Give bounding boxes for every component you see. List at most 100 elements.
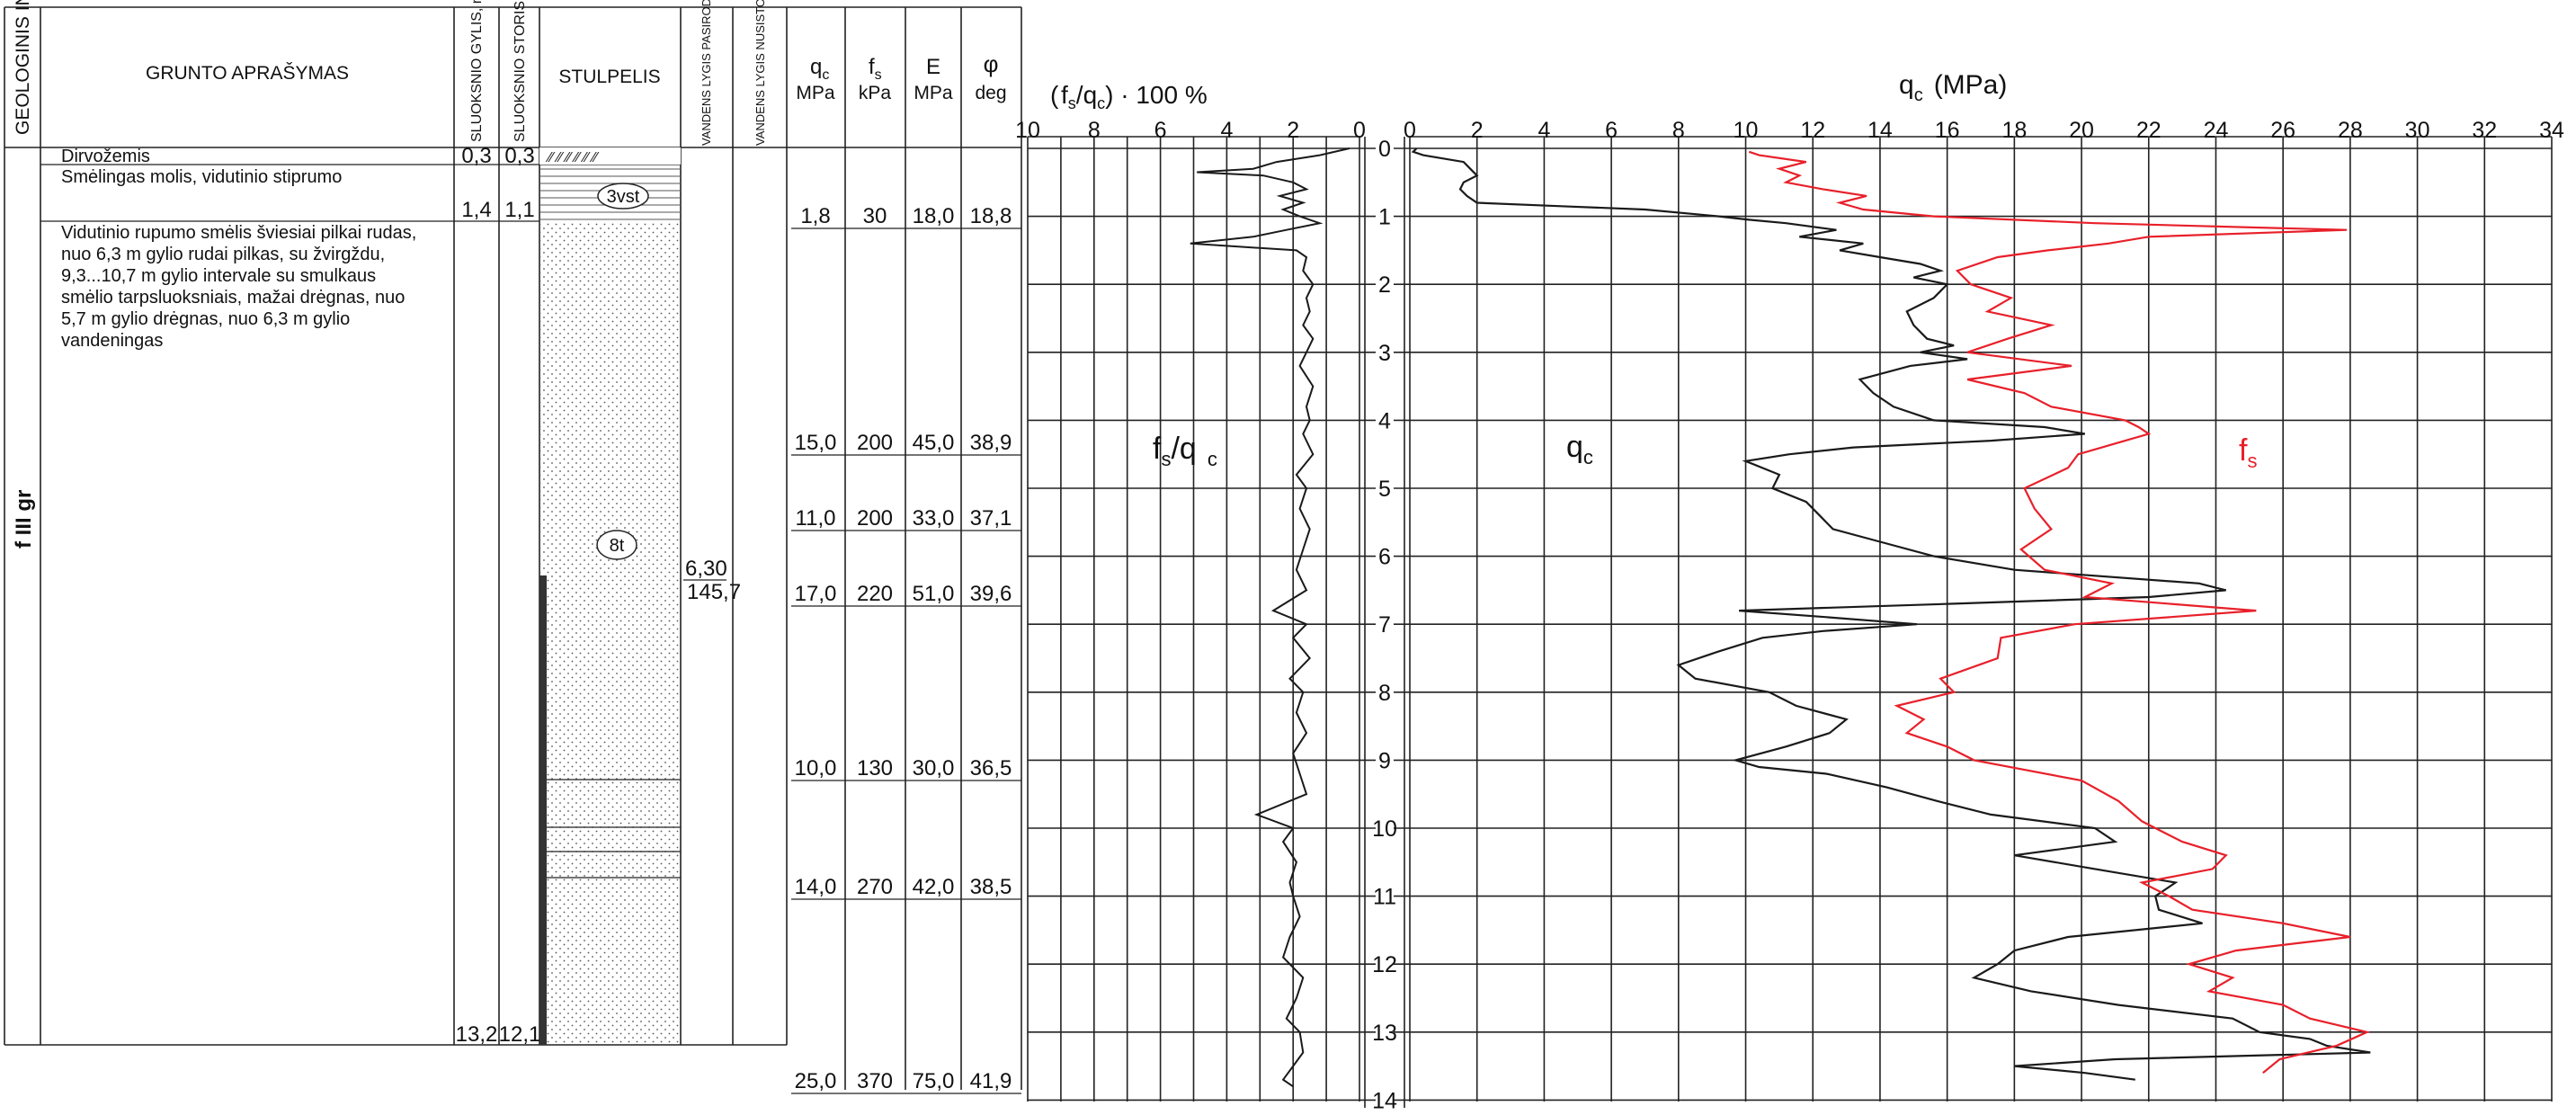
header-sluoksnio-gylis: SLUOKSNIO GYLIS, m (469, 0, 485, 142)
qc-x-tick-18: 18 (2001, 118, 2027, 143)
qc-x-tick-20: 20 (2069, 118, 2094, 143)
layer-2-thickness: 1,1 (504, 198, 534, 222)
layer-2-depth: 1,4 (461, 198, 491, 222)
header-vandens-lygis-nusistojo: VANDENS LYGIS NUSISTOJO,m (753, 0, 767, 146)
layer-3-depth: 13,2 (456, 1022, 498, 1047)
param-fs-6: 270 (857, 875, 893, 899)
qc-series-line (1411, 147, 2371, 1081)
param-qc-3: 11,0 (796, 506, 836, 531)
layer-2-description-line: Smėlingas molis, vidutinio stiprumo (61, 167, 342, 187)
cone-resistance-chart: 0 2 4 6 8 10 12 14 16 18 20 22 24 26 28 30 32 34 qc (MPa) … (1404, 70, 2564, 1102)
depth-tick-7: 7 (1378, 612, 1391, 638)
depth-tick-12: 12 (1372, 952, 1397, 977)
param-e-6: 42,0 (913, 875, 955, 899)
layer-3-description-line: Vidutinio rupumo smėlis šviesiai pilkai … (61, 223, 416, 243)
water-saturated-bar (539, 575, 547, 1045)
layer-depths: 0,3 0,3 1,4 1,1 13,2 12,1 (456, 144, 541, 1047)
friction-ratio-title: fs/qc) · 100 % (1061, 81, 1208, 112)
depth-tick-5: 5 (1378, 477, 1391, 502)
cone-resistance-grid (1409, 136, 2553, 1102)
layer-3-description-line: 5,7 m gylio drėgnas, nuo 6,3 m gylio (61, 309, 350, 329)
header-vandens-lygis-pasirode: VANDENS LYGIS PASIRODĖ, m (700, 0, 713, 146)
qc-x-tick-4: 4 (1538, 118, 1550, 143)
layer-3-description-line: nuo 6,3 m gylio rudai pilkas, su žvirgžd… (61, 245, 385, 264)
param-qc-4: 17,0 (795, 582, 837, 606)
depth-tick-9: 9 (1378, 748, 1391, 773)
depth-tick-14: 14 (1372, 1088, 1397, 1113)
param-phi-4: 39,6 (970, 582, 1012, 606)
column-label-3vst-badge (597, 183, 649, 210)
param-e-1: 18,0 (913, 204, 955, 228)
layer-3-thickness: 12,1 (499, 1022, 541, 1047)
qc-x-tick-34: 34 (2539, 118, 2564, 143)
qc-x-tick-16: 16 (1935, 118, 1960, 143)
depth-tick-11: 11 (1373, 885, 1396, 910)
qc-x-tick-6: 6 (1605, 118, 1618, 143)
param-fs-3: 200 (857, 506, 893, 531)
friction-ratio-title-paren: ( (1050, 81, 1059, 109)
geological-index: f III gr (12, 490, 36, 549)
header-sluoksnio-storis: SLUOKSNIO STORIS, m (513, 0, 528, 142)
param-phi-2: 38,9 (970, 431, 1012, 455)
sand-layer (539, 221, 681, 1045)
friction-ratio-series-line (1190, 147, 1350, 1088)
ratio-x-tick-4: 4 (1220, 118, 1233, 143)
qc-x-tick-8: 8 (1672, 118, 1685, 143)
column-label-3vst: 3vst (607, 187, 640, 207)
header-e-unit: MPa (914, 83, 953, 103)
layer-3-description-line: smėlio tarpsluoksniais, mažai drėgnas, n… (61, 288, 405, 308)
depth-tick-10: 10 (1372, 816, 1397, 842)
param-phi-6: 38,5 (970, 875, 1012, 899)
header-phi-unit: deg (975, 83, 1006, 103)
ratio-x-tick-10: 10 (1015, 118, 1040, 143)
param-fs-4: 220 (857, 582, 893, 606)
param-fs-1: 30 (863, 204, 887, 228)
cone-resistance-title: qc (MPa) (1899, 70, 2007, 105)
water-level-appeared: 6,30 (685, 557, 727, 581)
header-grunto-aprasymas: GRUNTO APRAŠYMAS (146, 63, 349, 84)
ratio-x-tick-8: 8 (1088, 118, 1101, 143)
param-phi-7: 41,9 (970, 1069, 1012, 1093)
fs-curve-label: fs (2239, 433, 2257, 472)
depth-tick-6: 6 (1378, 545, 1391, 570)
param-fs-2: 200 (857, 431, 893, 455)
param-qc-7: 25,0 (795, 1069, 837, 1093)
qc-x-tick-32: 32 (2472, 118, 2497, 143)
topsoil-layer (539, 147, 681, 165)
header-fs-unit: kPa (859, 83, 892, 103)
header-phi-symbol: φ (984, 50, 999, 77)
param-fs-5: 130 (857, 756, 893, 780)
param-phi-3: 37,1 (970, 506, 1012, 531)
param-qc-1: 1,8 (800, 204, 830, 228)
ratio-x-tick-2: 2 (1287, 118, 1299, 143)
layer-3-description-line: 9,3...10,7 m gylio intervale su smulkaus (61, 266, 376, 286)
header-e-symbol: E (926, 55, 940, 79)
param-phi-1: 18,8 (970, 204, 1012, 228)
stratigraphic-column: ⁄⁄ ⁄⁄ ⁄⁄ ⁄⁄ ⁄⁄ ⁄⁄ 3vst 8t (539, 147, 681, 1045)
qc-x-tick-28: 28 (2338, 118, 2363, 143)
param-e-2: 45,0 (913, 431, 955, 455)
borehole-log-table: GEOLOGINIS INDEKSAS GRUNTO APRAŠYMAS SLU… (4, 0, 1022, 1094)
header-stulpelis: STULPELIS (558, 67, 660, 87)
param-fs-7: 370 (857, 1069, 893, 1093)
qc-x-tick-0: 0 (1404, 118, 1416, 143)
friction-ratio-x-ticks: 10 8 6 4 2 0 (1015, 118, 1366, 143)
depth-tick-0: 0 (1378, 137, 1391, 162)
depth-tick-1: 1 (1378, 205, 1391, 230)
friction-ratio-grid (1027, 136, 1360, 1102)
layer-3-description-line: vandeningas (61, 331, 163, 351)
param-e-4: 51,0 (913, 582, 955, 606)
layer-1-depth: 0,3 (461, 144, 491, 168)
param-e-7: 75,0 (913, 1069, 955, 1093)
depth-tick-4: 4 (1378, 408, 1391, 433)
water-level-elevation: 145,7 (687, 580, 741, 604)
cpt-parameters: 1,8 30 18,0 18,8 15,0 200 45,0 38,9 11,0 200 33,0 3… (791, 204, 1021, 1094)
qc-x-tick-12: 12 (1800, 118, 1825, 143)
qc-x-tick-30: 30 (2405, 118, 2430, 143)
friction-ratio-chart: 10 8 6 4 2 0 fs/qc) · 100 % ( fs/q c (1015, 81, 1366, 1102)
param-qc-6: 14,0 (795, 875, 837, 899)
param-phi-5: 36,5 (970, 756, 1012, 780)
friction-ratio-curve-label: fs/q c (1153, 432, 1217, 470)
